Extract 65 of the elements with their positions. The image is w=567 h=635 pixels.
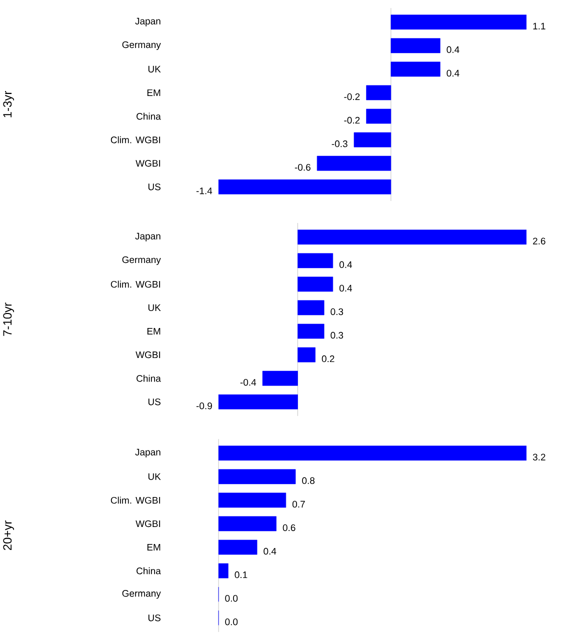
data-label: 3.2 — [532, 454, 546, 460]
y-axis-title: 20+yr — [3, 520, 14, 550]
y-tick-label: Germany — [122, 256, 161, 265]
y-tick-label: WGBI — [136, 160, 160, 167]
bar — [218, 469, 296, 484]
y-axis-title: 1-3yr — [3, 91, 14, 118]
data-label: 0.6 — [282, 524, 296, 532]
data-label: 0.0 — [225, 594, 238, 602]
data-label: 0.4 — [339, 261, 352, 268]
data-label: 0.1 — [234, 571, 248, 578]
bar — [297, 300, 324, 316]
y-axis-title: 7-10yr — [3, 302, 14, 336]
data-label: -0.6 — [294, 164, 310, 171]
y-tick-label: Japan — [135, 18, 160, 26]
bar — [218, 394, 298, 410]
bar — [218, 563, 228, 578]
data-label: 0.4 — [446, 46, 460, 54]
data-label: 0.4 — [446, 70, 460, 77]
y-tick-label: EM — [147, 328, 160, 335]
data-label: -0.2 — [344, 93, 360, 100]
y-tick-label: China — [136, 112, 161, 120]
y-tick-label: Germany — [122, 590, 161, 599]
y-tick-label: WGBI — [136, 351, 160, 358]
bar — [218, 540, 258, 555]
y-tick-label: Clim. WGBI — [110, 280, 160, 288]
bar — [262, 370, 298, 386]
bar — [297, 253, 333, 268]
bar — [218, 492, 286, 508]
y-tick-label: Clim. WGBI — [110, 496, 160, 504]
bar — [218, 516, 276, 532]
data-label: 0.3 — [330, 308, 343, 316]
bar — [218, 446, 526, 461]
y-tick-label: China — [136, 374, 161, 382]
bar — [297, 276, 333, 292]
data-label: 2.6 — [532, 238, 546, 244]
bar — [297, 230, 526, 245]
data-label: -0.2 — [344, 116, 360, 124]
data-label: 0.7 — [292, 500, 305, 508]
y-tick-label: Japan — [135, 448, 160, 458]
data-label: 0.8 — [302, 477, 314, 484]
data-label: 1.1 — [533, 22, 546, 30]
y-tick-label: Germany — [122, 41, 161, 50]
y-tick-label: WGBI — [136, 520, 160, 528]
y-tick-label: EM — [147, 544, 160, 551]
data-label: 0.4 — [339, 284, 352, 292]
y-tick-label: Clim. WGBI — [110, 136, 160, 144]
data-label: -0.9 — [196, 402, 212, 410]
y-tick-label: UK — [148, 473, 161, 480]
data-label: 0.2 — [322, 355, 334, 362]
data-label: 0.4 — [264, 548, 276, 555]
data-label: -1.4 — [196, 188, 212, 194]
y-tick-label: US — [148, 183, 160, 190]
y-tick-label: Japan — [135, 232, 160, 242]
y-tick-label: US — [148, 614, 160, 622]
bar — [297, 347, 316, 362]
y-tick-label: US — [148, 398, 160, 406]
y-tick-label: UK — [148, 304, 161, 312]
data-label: -0.4 — [240, 378, 256, 386]
data-label: -0.3 — [332, 140, 348, 148]
y-tick-label: EM — [147, 89, 160, 96]
bar — [297, 324, 324, 339]
data-label: 0.0 — [225, 618, 238, 626]
y-tick-label: UK — [148, 66, 161, 72]
data-label: 0.3 — [330, 332, 343, 339]
y-tick-label: China — [136, 567, 161, 574]
